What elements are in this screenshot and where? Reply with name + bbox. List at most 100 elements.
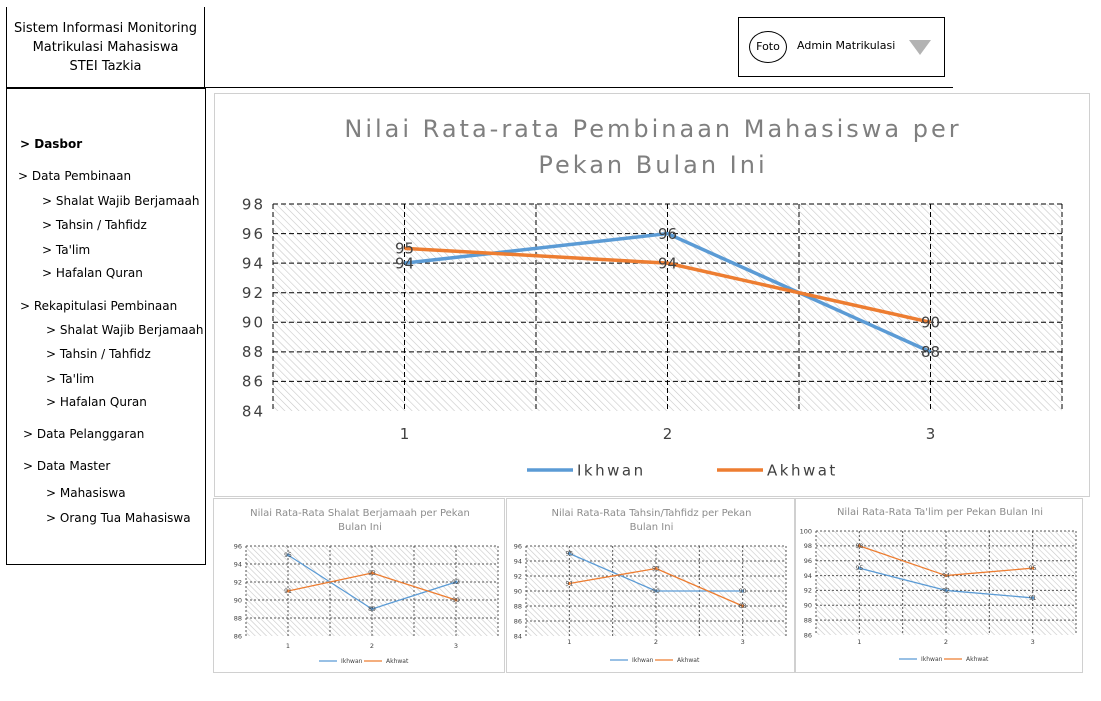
data-label: 93 [368, 570, 376, 577]
sidebar-item-rekapitulasi[interactable]: > Rekapitulasi Pembinaan [20, 299, 178, 313]
sidebar-item-pembinaan-hafalan[interactable]: > Hafalan Quran [42, 266, 143, 280]
y-tick-label: 94 [242, 254, 265, 272]
x-tick-label: 1 [567, 638, 571, 646]
x-tick-label: 3 [454, 642, 458, 650]
y-tick-label: 100 [800, 527, 812, 535]
sidebar-item-data-master[interactable]: > Data Master [23, 459, 111, 473]
legend-label-ikhwan: Ikhwan [577, 461, 646, 479]
user-name: Admin Matrikulasi [797, 39, 896, 52]
sidebar-item-data-pembinaan[interactable]: > Data Pembinaan [18, 169, 132, 183]
data-point [944, 588, 948, 592]
y-tick-label: 92 [242, 284, 265, 302]
sidebar-item-dasbor[interactable]: > Dasbor [20, 137, 83, 151]
y-tick-label: 94 [514, 557, 522, 565]
data-label: 96 [658, 225, 677, 243]
data-label: 92 [942, 588, 950, 595]
x-tick-label: 2 [663, 425, 673, 443]
data-label: 94 [395, 254, 414, 272]
data-label: 95 [1029, 565, 1037, 572]
data-point [654, 567, 658, 570]
y-tick-label: 84 [514, 632, 522, 640]
data-label: 89 [368, 606, 376, 613]
legend-label-akhwat: Akhwat [677, 657, 700, 664]
data-label: 91 [1029, 595, 1037, 602]
data-label: 92 [452, 579, 460, 586]
y-tick-label: 92 [234, 578, 242, 586]
sidebar-item-pembinaan-shalat[interactable]: > Shalat Wajib Berjamaah [42, 194, 200, 208]
chart-title-line: Nilai Rata-Rata Ta'lim per Pekan Bulan I… [837, 507, 1043, 518]
y-tick-label: 90 [514, 587, 522, 595]
x-tick-label: 1 [857, 638, 861, 646]
user-menu[interactable]: Foto Admin Matrikulasi [738, 17, 945, 77]
sidebar-item-rekap-hafalan[interactable]: > Hafalan Quran [46, 395, 147, 409]
chart-title-line: Bulan Ini [630, 522, 674, 533]
y-tick-label: 90 [242, 314, 265, 332]
x-tick-label: 3 [1031, 638, 1035, 646]
sidebar-item-pembinaan-talim[interactable]: > Ta'lim [42, 243, 91, 257]
y-tick-label: 96 [514, 542, 522, 550]
y-tick-label: 92 [804, 587, 812, 595]
legend-label-akhwat: Akhwat [767, 461, 838, 479]
app-brand: Sistem Informasi Monitoring Matrikulasi … [6, 7, 205, 88]
sidebar-item-rekap-tahsin[interactable]: > Tahsin / Tahfidz [46, 347, 151, 361]
sidebar-item-mahasiswa[interactable]: > Mahasiswa [46, 486, 126, 500]
y-tick-label: 96 [234, 542, 242, 550]
data-label: 95 [395, 240, 414, 258]
chart-title-line: Nilai Rata-Rata Tahsin/Tahfidz per Pekan [551, 508, 751, 519]
x-tick-label: 2 [370, 642, 374, 650]
data-point [370, 607, 374, 611]
data-label: 91 [566, 581, 574, 588]
data-point [286, 553, 290, 557]
data-point [857, 566, 861, 570]
y-tick-label: 92 [514, 572, 522, 580]
data-label: 94 [942, 573, 950, 580]
data-label: 94 [658, 254, 677, 272]
data-point [857, 544, 861, 548]
data-label: 98 [856, 543, 864, 550]
x-tick-label: 1 [400, 425, 410, 443]
main-average-chart: Nilai Rata-rata Pembinaan Mahasiswa per P… [242, 115, 1063, 479]
y-tick-label: 88 [514, 602, 522, 610]
y-tick-label: 98 [242, 195, 265, 213]
sidebar-item-pembinaan-tahsin[interactable]: > Tahsin / Tahfidz [42, 218, 147, 232]
data-point [944, 574, 948, 578]
data-point [654, 589, 658, 593]
data-label: 88 [739, 603, 747, 610]
data-label: 90 [652, 588, 660, 595]
data-label: 88 [921, 343, 940, 361]
tahsin-chart-panel: Nilai Rata-Rata Tahsin/Tahfidz per Pekan… [506, 498, 795, 673]
y-tick-label: 94 [234, 560, 242, 568]
legend-label-ikhwan: Ikhwan [921, 656, 943, 663]
y-tick-label: 86 [242, 373, 265, 391]
shalat-chart-panel: Nilai Rata-Rata Shalat Berjamaah per Pek… [213, 498, 505, 673]
legend-label-ikhwan: Ikhwan [341, 658, 363, 665]
triangle-down-icon[interactable] [909, 40, 931, 55]
legend-label-akhwat: Akhwat [386, 658, 409, 665]
sidebar-item-data-pelanggaran[interactable]: > Data Pelanggaran [23, 427, 145, 441]
sidebar-item-rekap-shalat[interactable]: > Shalat Wajib Berjamaah [46, 323, 204, 337]
brand-line-2: Matrikulasi Mahasiswa [32, 40, 179, 55]
data-point [286, 589, 290, 593]
y-tick-label: 98 [804, 542, 812, 550]
x-tick-label: 2 [654, 638, 658, 646]
sidebar-item-orang-tua[interactable]: > Orang Tua Mahasiswa [46, 511, 191, 525]
legend-label-ikhwan: Ikhwan [632, 657, 654, 664]
data-point [741, 589, 745, 593]
talim-chart-panel: Nilai Rata-Rata Ta'lim per Pekan Bulan I… [795, 498, 1083, 673]
sidebar-item-rekap-talim[interactable]: > Ta'lim [46, 372, 95, 386]
y-tick-label: 86 [234, 632, 242, 640]
data-point [370, 571, 374, 575]
avatar: Foto [749, 31, 787, 63]
legend-label-akhwat: Akhwat [966, 656, 989, 663]
y-tick-label: 86 [804, 631, 812, 639]
data-point [1031, 566, 1035, 570]
y-tick-label: 84 [242, 402, 265, 420]
talim-average-chart: Nilai Rata-Rata Ta'lim per Pekan Bulan I… [800, 507, 1077, 663]
data-point [567, 552, 571, 555]
brand-line-3: STEI Tazkia [69, 59, 142, 74]
y-tick-label: 88 [804, 616, 812, 624]
x-tick-label: 3 [741, 638, 745, 646]
chart-title-line: Pekan Bulan Ini [538, 151, 767, 179]
y-tick-label: 90 [804, 602, 812, 610]
y-tick-label: 86 [514, 617, 522, 625]
